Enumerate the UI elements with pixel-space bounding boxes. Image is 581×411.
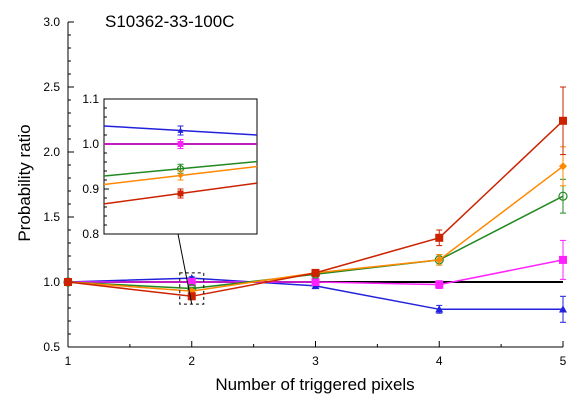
y-tick-label: 1.0 [43, 275, 60, 289]
data-point [435, 280, 444, 289]
x-tick-label: 3 [312, 354, 319, 368]
data-point [177, 190, 184, 197]
zoom-connector [177, 233, 193, 305]
data-point [435, 255, 444, 264]
data-point [64, 278, 72, 286]
data-point [559, 305, 567, 313]
data-point [435, 305, 444, 313]
inset-tick-label: 0.9 [82, 182, 99, 196]
y-axis-label: Probability ratio [15, 124, 34, 241]
x-tick-label: 5 [560, 354, 567, 368]
inset-tick-label: 0.8 [82, 227, 99, 241]
data-point [435, 233, 444, 242]
data-point [177, 172, 184, 179]
y-tick-label: 0.5 [43, 340, 60, 354]
y-tick-label: 3.0 [43, 15, 60, 29]
data-point [187, 292, 196, 301]
inset-tick-label: 1.1 [82, 92, 99, 106]
data-point [311, 278, 320, 286]
chart-title: S10362-33-100C [105, 12, 234, 31]
x-tick-label: 2 [188, 354, 195, 368]
data-point [559, 162, 567, 171]
y-tick-label: 2.0 [43, 145, 60, 159]
data-point [559, 116, 567, 125]
plot-area: 0.5 1.0 1.5 2.0 2.5 3.0 1 2 3 4 5 0.8 0.9 1.0 1.1 [43, 15, 568, 368]
x-tick-label: 1 [65, 354, 72, 368]
x-axis-label: Number of triggered pixels [215, 375, 414, 394]
data-point [559, 255, 567, 264]
data-point [558, 191, 568, 201]
data-point [187, 278, 196, 286]
y-tick-label: 2.5 [43, 80, 60, 94]
data-point [177, 141, 184, 147]
x-tick-label: 4 [436, 354, 443, 368]
y-tick-label: 1.5 [43, 210, 60, 224]
data-point [177, 127, 184, 133]
data-point [311, 268, 320, 277]
inset-tick-label: 1.0 [82, 137, 99, 151]
inset-plot: 0.8 0.9 1.0 1.1 [82, 92, 258, 305]
